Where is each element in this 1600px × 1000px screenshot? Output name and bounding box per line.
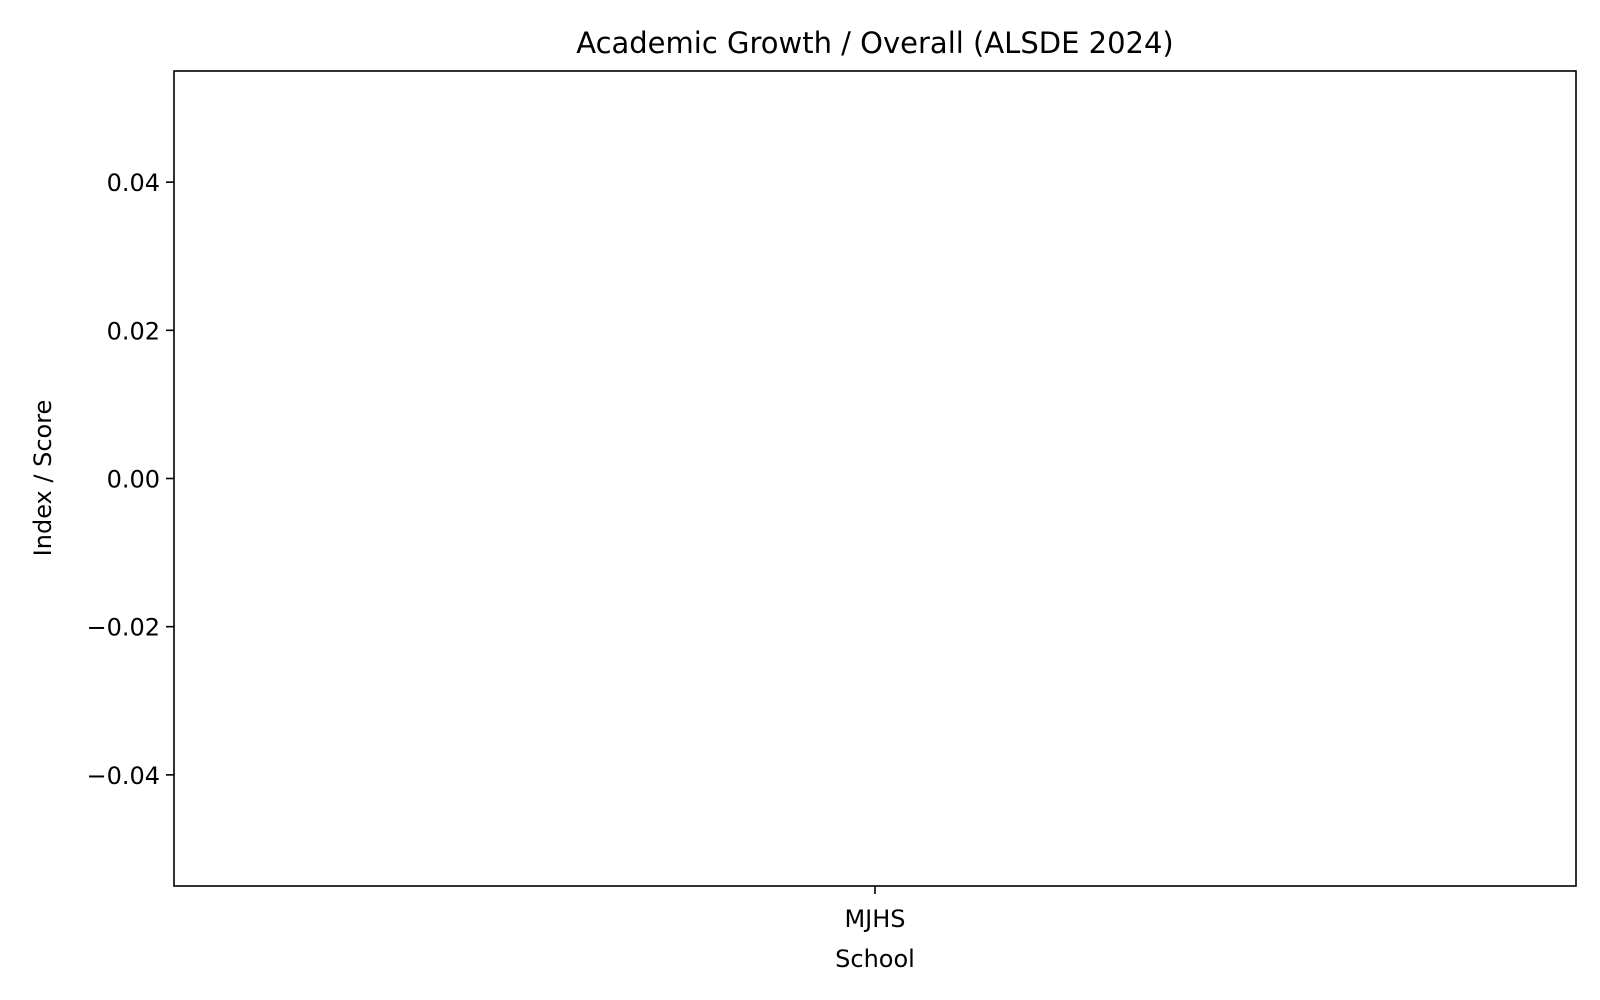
y-axis-label: Index / Score	[29, 400, 57, 557]
plot-area-frame	[173, 70, 1577, 887]
y-tick-label: −0.04	[86, 762, 160, 790]
y-tick-label: 0.02	[107, 317, 160, 345]
x-tick-label: MJHS	[844, 905, 905, 933]
y-tick-label: 0.04	[107, 169, 160, 197]
x-axis-label: School	[835, 945, 915, 973]
y-tick-label: 0.00	[107, 466, 160, 494]
x-axis: MJHS	[844, 886, 906, 933]
y-axis: −0.04 −0.02 0.00 0.02 0.04	[86, 169, 174, 790]
chart-title: Academic Growth / Overall (ALSDE 2024)	[576, 26, 1174, 60]
y-tick-label: −0.02	[86, 614, 160, 642]
